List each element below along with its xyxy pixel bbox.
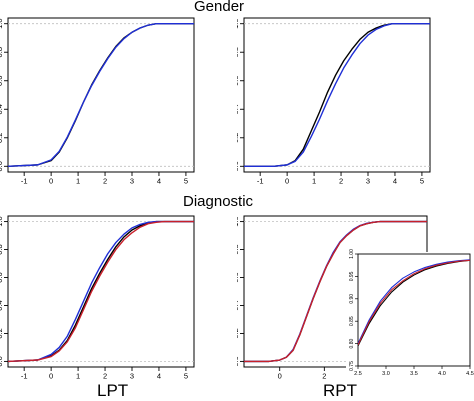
plot-frame (7, 17, 195, 173)
x-tick-label: 3 (130, 372, 134, 381)
y-tick-label: 0.4 (237, 104, 240, 114)
inset-y-tick-label: 0.85 (349, 316, 355, 326)
y-tick-label: 1.0 (0, 18, 4, 28)
series-line-red (244, 220, 427, 363)
x-tick-label: 1 (312, 177, 316, 186)
diagnostic-rpt-plot: 0.00.20.40.60.81.002460.750.800.850.900.… (237, 215, 474, 381)
x-tick-label: -1 (257, 177, 264, 186)
gender-rpt-plot: 0.0 0.2 0.4 0.6 0.8 1.0 -1 0 1 2 3 4 5 (237, 17, 431, 186)
bottom-label-lpt: LPT (97, 381, 129, 400)
x-tick-label: 0 (49, 372, 53, 381)
section-title-gender: Gender (194, 0, 245, 15)
x-tick-label: 4 (393, 177, 397, 186)
series-line-blue (244, 22, 430, 168)
x-tick-label: 5 (184, 372, 188, 381)
inset-x-tick-label: 3.0 (382, 371, 390, 377)
inset-y-tick-label: 0.95 (349, 271, 355, 281)
inset-y-tick-label: 1.00 (349, 249, 355, 259)
x-tick-label: 5 (184, 177, 188, 186)
y-tick-label: 0.2 (237, 133, 240, 143)
y-tick-label: 1.0 (0, 216, 4, 226)
section-title-diagnostic: Diagnostic (183, 193, 254, 210)
y-tick-label: 0.6 (0, 272, 4, 282)
x-tick-label: 0 (285, 177, 289, 186)
series-line-blue (8, 22, 194, 167)
x-tick-label: 2 (322, 372, 326, 381)
x-tick-label: 1 (76, 177, 80, 186)
y-tick-label: 0.4 (0, 104, 4, 114)
x-tick-label: 0 (278, 372, 282, 381)
x-tick-label: 1 (76, 372, 80, 381)
y-tick-label: 0.4 (0, 300, 4, 310)
inset-x-tick-label: 3.5 (410, 371, 418, 377)
x-tick-label: -1 (21, 372, 28, 381)
bottom-label-rpt: RPT (323, 381, 357, 400)
inset-x-tick-label: 2.5 (354, 371, 362, 377)
y-tick-label: 0.4 (237, 300, 240, 310)
gender-lpt-plot: 0.0 0.2 0.4 0.6 0.8 1.0 -1 0 1 2 3 4 5 (0, 17, 195, 186)
x-tick-label: 4 (157, 177, 161, 186)
series-line-red (8, 220, 194, 363)
inset-x-tick-label: 4.0 (438, 371, 446, 377)
y-tick-label: 1.0 (237, 18, 240, 28)
diagnostic-lpt-plot: 0.0 0.2 0.4 0.6 0.8 1.0 -1 0 1 2 3 4 5 (0, 215, 195, 381)
plot-frame (7, 215, 195, 368)
y-tick-label: 0.8 (0, 244, 4, 254)
y-tick-label: 0.6 (237, 76, 240, 86)
y-tick-label: 1.0 (237, 216, 240, 226)
y-tick-label: 0.0 (237, 356, 240, 366)
x-tick-label: 4 (157, 372, 161, 381)
x-tick-label: 2 (103, 372, 107, 381)
x-tick-label: 2 (339, 177, 343, 186)
inset-series-line-blue (358, 259, 470, 344)
inset-y-tick-label: 0.90 (349, 294, 355, 304)
y-tick-label: 0.6 (237, 272, 240, 282)
x-tick-label: 3 (366, 177, 370, 186)
y-tick-label: 0.2 (0, 133, 4, 143)
inset-series-line-red (358, 259, 470, 346)
plot-frame (243, 17, 431, 173)
x-tick-label: 0 (49, 177, 53, 186)
inset-x-tick-label: 4.5 (466, 371, 474, 377)
y-tick-label: 0.0 (0, 161, 4, 171)
y-tick-label: 0.8 (237, 47, 240, 57)
y-tick-label: 0.2 (237, 328, 240, 338)
y-tick-label: 0.0 (0, 356, 4, 366)
y-tick-label: 0.8 (237, 244, 240, 254)
y-tick-label: 0.0 (237, 161, 240, 171)
x-tick-label: 5 (420, 177, 424, 186)
y-tick-label: 0.2 (0, 328, 4, 338)
inset-y-tick-label: 0.75 (349, 361, 355, 371)
x-tick-label: -1 (21, 177, 28, 186)
y-tick-label: 0.8 (0, 47, 4, 57)
inset-y-tick-label: 0.80 (349, 339, 355, 349)
y-tick-label: 0.6 (0, 76, 4, 86)
x-tick-label: 3 (130, 177, 134, 186)
x-tick-label: 2 (103, 177, 107, 186)
